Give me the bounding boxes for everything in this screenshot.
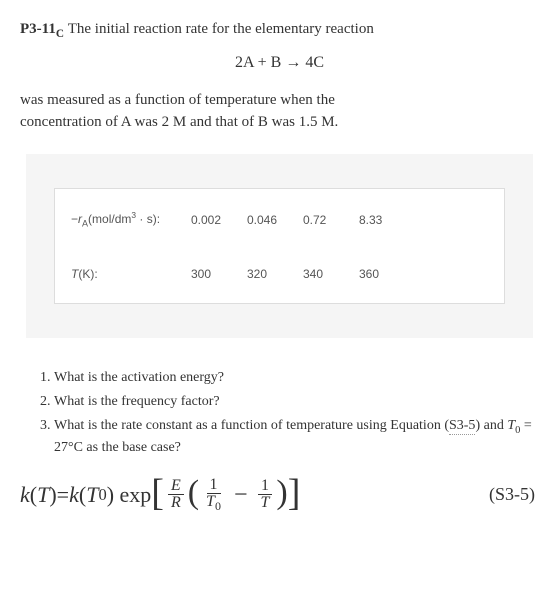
intro-text-2a: was measured as a function of temperatur… bbox=[20, 92, 335, 108]
q3-t0-var: T bbox=[507, 418, 515, 433]
rate-value: 0.002 bbox=[191, 211, 227, 229]
q3-text-a: What is the rate constant as a function … bbox=[54, 418, 449, 433]
questions-list: What is the activation energy? What is t… bbox=[20, 368, 539, 459]
rate-value: 0.046 bbox=[247, 211, 283, 229]
rate-value: 8.33 bbox=[359, 211, 395, 229]
minus-icon: − bbox=[234, 477, 248, 513]
equation-s3-5: k(T)=k(T0) exp [ E R ( 1 T0 − 1 T ) ] bbox=[20, 477, 300, 514]
rate-unit-2: · s): bbox=[136, 212, 160, 226]
rate-row: −rA(mol/dm3 · s): 0.002 0.046 0.72 8.33 bbox=[71, 209, 488, 231]
eq-T2: T bbox=[86, 478, 98, 511]
label-suffix: C bbox=[56, 28, 64, 40]
temp-value: 360 bbox=[359, 265, 395, 283]
question-3: What is the rate constant as a function … bbox=[54, 416, 539, 458]
eq-equals: = bbox=[57, 478, 69, 511]
intro-text-1: The initial reaction rate for the elemen… bbox=[68, 21, 374, 37]
temp-value: 300 bbox=[191, 265, 227, 283]
frac-1-T0: 1 T0 bbox=[203, 477, 224, 514]
rate-label: −rA(mol/dm3 · s): bbox=[71, 209, 191, 231]
data-table: −rA(mol/dm3 · s): 0.002 0.046 0.72 8.33 … bbox=[54, 188, 505, 304]
eq-T-den: T bbox=[258, 495, 273, 512]
eq-T0sub: 0 bbox=[98, 483, 106, 508]
problem-label: P3-11C bbox=[20, 21, 68, 37]
intro-continuation: was measured as a function of temperatur… bbox=[20, 89, 539, 134]
frac-1-T: 1 T bbox=[258, 478, 273, 513]
reaction-equation: 2A + B → 4C bbox=[20, 51, 539, 75]
eq-k1: k bbox=[20, 478, 30, 511]
equation-row: k(T)=k(T0) exp [ E R ( 1 T0 − 1 T ) ] (S… bbox=[20, 477, 539, 514]
temp-unit: (K): bbox=[78, 267, 97, 281]
question-2: What is the frequency factor? bbox=[54, 392, 539, 412]
temperature-values: 300 320 340 360 bbox=[191, 265, 395, 283]
data-table-wrapper: −rA(mol/dm3 · s): 0.002 0.046 0.72 8.33 … bbox=[26, 154, 533, 338]
temperature-label: T(K): bbox=[71, 265, 191, 283]
temp-value: 340 bbox=[303, 265, 339, 283]
equation-label: (S3-5) bbox=[489, 481, 539, 508]
eq-k2: k bbox=[69, 478, 79, 511]
rate-value: 0.72 bbox=[303, 211, 339, 229]
q3-ref: S3-5 bbox=[449, 418, 475, 435]
question-1: What is the activation energy? bbox=[54, 368, 539, 388]
problem-heading: P3-11C The initial reaction rate for the… bbox=[20, 18, 539, 43]
eq-one-2: 1 bbox=[258, 478, 272, 496]
rate-unit-1: (mol/dm bbox=[88, 212, 131, 226]
eq-R: R bbox=[168, 495, 184, 512]
eq-one-1: 1 bbox=[207, 477, 221, 495]
eq-T1: T bbox=[37, 478, 49, 511]
label-prefix: P3-11 bbox=[20, 21, 56, 37]
frac-E-R: E R bbox=[168, 478, 184, 513]
temp-value: 320 bbox=[247, 265, 283, 283]
q3-text-b: ) and bbox=[475, 418, 507, 433]
rate-values: 0.002 0.046 0.72 8.33 bbox=[191, 211, 395, 229]
eq-T0-den: T0 bbox=[203, 494, 224, 513]
neg-sign: − bbox=[71, 212, 78, 226]
intro-text-2b: concentration of A was 2 M and that of B… bbox=[20, 114, 338, 130]
eq-exp: exp bbox=[120, 478, 152, 511]
eq-E: E bbox=[168, 478, 184, 496]
temperature-row: T(K): 300 320 340 360 bbox=[71, 265, 488, 283]
